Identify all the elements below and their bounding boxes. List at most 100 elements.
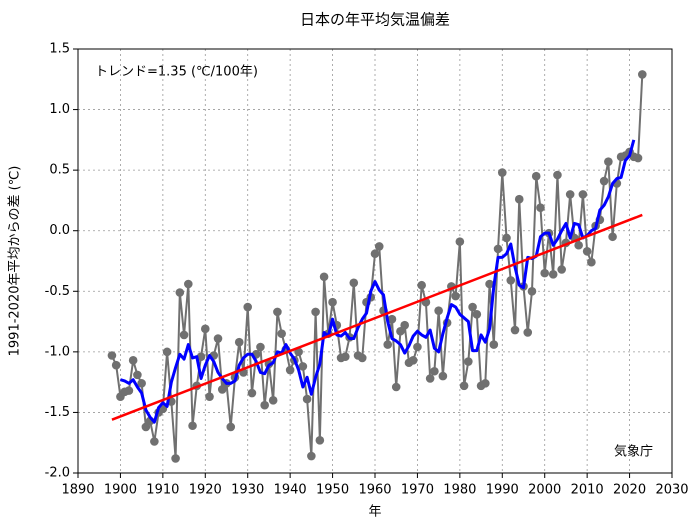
data-point — [599, 176, 609, 186]
data-point — [408, 356, 418, 365]
y-tick-label: 1.0 — [49, 102, 70, 117]
data-point — [268, 396, 278, 405]
data-point — [341, 352, 350, 362]
x-tick-label: 1980 — [443, 483, 476, 498]
data-point — [150, 437, 159, 446]
data-point — [391, 382, 401, 392]
data-point — [196, 352, 206, 362]
x-tick-label: 2030 — [655, 483, 688, 498]
data-point — [451, 291, 460, 301]
data-point — [413, 342, 422, 352]
data-point — [277, 329, 286, 338]
data-point — [493, 244, 503, 254]
data-point — [374, 242, 384, 251]
data-point — [417, 280, 426, 290]
x-tick-label: 1960 — [358, 483, 391, 498]
data-point — [217, 385, 227, 394]
data-point — [540, 268, 550, 278]
data-point — [311, 307, 320, 317]
data-point — [481, 379, 490, 388]
data-point — [459, 381, 469, 391]
data-point — [434, 306, 443, 315]
data-point — [489, 340, 499, 349]
data-point — [587, 257, 596, 267]
x-axis-label: 年 — [368, 505, 381, 520]
data-point — [506, 276, 516, 285]
data-point — [213, 334, 223, 343]
data-point — [200, 324, 210, 334]
data-point — [638, 70, 647, 79]
data-point — [124, 386, 134, 395]
x-tick-label: 1990 — [486, 483, 519, 498]
x-tick-label: 1970 — [401, 483, 434, 498]
data-point — [285, 365, 295, 375]
data-point — [370, 249, 380, 259]
data-point — [497, 168, 507, 177]
data-point — [307, 451, 316, 461]
data-point — [107, 351, 117, 360]
data-point — [141, 422, 151, 432]
data-point — [514, 194, 524, 204]
data-point — [485, 279, 494, 289]
data-point — [400, 320, 410, 330]
x-tick-label: 1940 — [274, 483, 307, 498]
running-mean-line — [120, 139, 636, 424]
data-point — [243, 302, 253, 312]
data-point — [387, 314, 397, 324]
data-point — [468, 302, 477, 312]
data-point — [328, 297, 337, 307]
y-tick-label: -2.0 — [45, 466, 70, 481]
data-point — [574, 240, 583, 250]
data-point — [523, 328, 533, 337]
data-point — [205, 392, 214, 401]
data-point — [582, 247, 592, 256]
x-tick-label: 1930 — [231, 483, 264, 498]
data-point — [464, 357, 473, 366]
data-point — [188, 421, 197, 431]
data-point — [553, 170, 562, 180]
x-tick-label: 1950 — [316, 483, 349, 498]
data-point — [137, 379, 146, 388]
x-tick-label: 2020 — [613, 483, 646, 498]
y-tick-label: 1.5 — [49, 42, 70, 57]
x-tick-label: 1920 — [189, 483, 222, 498]
data-point — [184, 279, 193, 289]
y-tick-label: -0.5 — [45, 284, 70, 299]
data-point — [260, 400, 269, 410]
trend-line — [111, 213, 643, 421]
data-point — [557, 265, 566, 274]
data-point — [565, 190, 575, 199]
data-point — [578, 190, 588, 199]
data-point — [162, 347, 172, 357]
data-point — [302, 394, 312, 404]
data-point — [133, 370, 142, 380]
data-point — [502, 233, 511, 243]
data-point — [349, 278, 359, 288]
data-point — [548, 270, 558, 279]
data-point — [396, 326, 405, 336]
data-point — [510, 325, 520, 335]
data-point — [531, 171, 541, 181]
data-point — [247, 388, 257, 398]
data-point — [256, 342, 265, 352]
data-point — [273, 307, 282, 317]
y-tick-label: 0.0 — [49, 223, 70, 238]
data-point — [179, 330, 189, 340]
data-point — [383, 340, 393, 349]
trend-annotation: トレンド=1.35 (℃/100年) — [95, 65, 258, 80]
y-tick-label: 0.5 — [49, 163, 70, 178]
data-point — [111, 360, 121, 370]
data-point — [319, 272, 329, 282]
data-point — [438, 371, 448, 381]
data-point — [298, 362, 308, 371]
data-point — [608, 232, 617, 242]
data-point — [527, 286, 537, 296]
data-point — [357, 353, 367, 363]
data-point — [175, 288, 185, 297]
y-axis-label: 1991-2020年平均からの差 (℃) — [8, 166, 23, 357]
data-point — [425, 374, 435, 383]
data-point — [128, 356, 138, 365]
data-point — [633, 153, 643, 163]
data-point — [315, 435, 325, 445]
